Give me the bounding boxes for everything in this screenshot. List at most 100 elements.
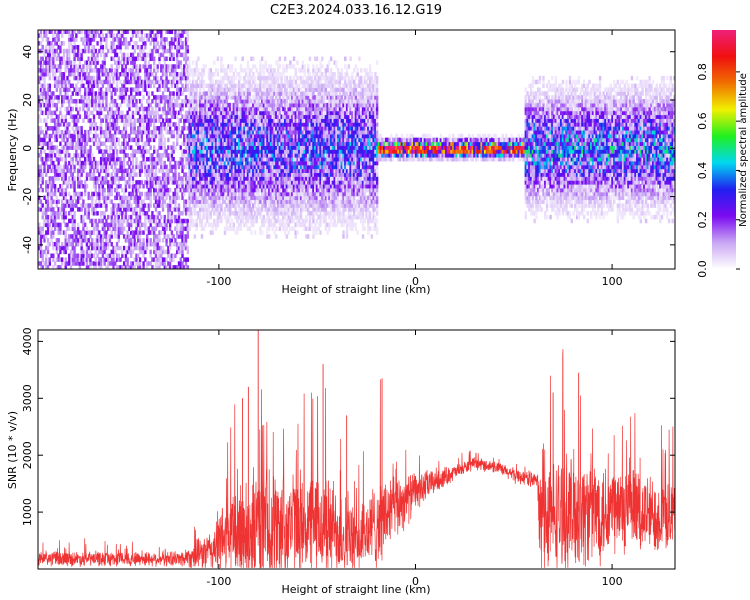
spectrogram-cell [82, 72, 85, 77]
spectrogram-cell [45, 199, 48, 204]
spectrogram-cell [163, 141, 166, 146]
spectrogram-cell [172, 214, 175, 220]
spectrogram-cell [153, 187, 156, 193]
spectrogram-cell [39, 91, 43, 96]
spectrogram-cell [53, 133, 57, 139]
spectrogram-cell [268, 160, 271, 166]
spectrogram-cell [45, 211, 48, 216]
spectrogram-cell [71, 118, 74, 123]
spectrogram-cell [114, 145, 117, 150]
spectrogram-cell [75, 83, 78, 89]
spectrogram-cell [46, 265, 50, 269]
spectrogram-cell [170, 114, 174, 119]
spectrogram-cell [85, 249, 89, 255]
spectrogram-cell [89, 64, 92, 69]
spectrogram-cell [128, 226, 131, 231]
spectrogram-cell [55, 56, 59, 62]
spectrogram-cell [137, 199, 140, 204]
spectrogram-cell [89, 156, 92, 162]
spectrogram-cell [237, 164, 241, 170]
spectrogram-cell [99, 44, 103, 50]
spectrogram-cell [206, 129, 209, 135]
spectrogram-cell [266, 207, 269, 212]
spectrogram-cell [122, 191, 126, 197]
spectrogram-cell [214, 164, 218, 170]
spectrogram-cell [211, 129, 214, 135]
spectrogram-cell [223, 214, 227, 220]
spectrogram-cell [188, 60, 191, 65]
spectrogram-cell [181, 261, 184, 266]
spectrogram-cell [53, 184, 57, 189]
spectrogram-cell [206, 207, 209, 212]
spectrogram-cell [168, 30, 172, 34]
spectrogram-cell [253, 102, 257, 108]
spectrogram-cell [48, 191, 51, 197]
spectrogram-cell [269, 110, 273, 116]
spectrogram-cell [131, 102, 135, 108]
spectrogram-cell [245, 207, 248, 212]
spectrogram-cell [165, 222, 168, 228]
spectrogram-cell [269, 164, 273, 170]
spectrogram-cell [142, 37, 145, 42]
spectrogram-cell [147, 99, 151, 104]
spectrogram-cell [246, 114, 250, 119]
spectrogram-cell [220, 126, 223, 131]
spectrogram-cell [259, 126, 262, 131]
spectrogram-cell [260, 207, 264, 212]
spectrogram-cell [130, 87, 133, 92]
spectrogram-cell [64, 222, 67, 228]
spectrogram-cell [110, 91, 113, 96]
spectrogram-cell [161, 68, 165, 73]
spectrogram-cell [246, 218, 250, 224]
spectrogram-cell [114, 48, 117, 54]
spectrogram-cell [199, 91, 202, 96]
spectrogram-cell [92, 122, 96, 127]
spectrogram-cell [89, 234, 92, 239]
spectrogram-cell [223, 195, 227, 201]
spectrogram-cell [184, 83, 188, 89]
spectrogram-cell [80, 137, 83, 143]
spectrogram-cell [174, 160, 177, 166]
spectrogram-cell [137, 214, 140, 220]
spectrogram-cell [245, 222, 248, 228]
spectrogram-cell [181, 218, 184, 224]
spectrogram-cell [66, 64, 69, 69]
spectrogram-cell [153, 203, 156, 208]
spectrogram-cell [84, 60, 87, 65]
spectrogram-cell [262, 184, 266, 189]
spectrogram-cell [246, 180, 250, 185]
spectrogram-cell [39, 153, 43, 158]
spectrogram-cell [260, 153, 264, 158]
spectrogram-cell [108, 102, 112, 108]
spectrogram-cell [170, 164, 174, 170]
spectrogram-cell [105, 160, 108, 166]
spectrogram-cell [167, 79, 170, 85]
spectrogram-cell [80, 218, 83, 224]
spectrogram-cell [76, 129, 80, 135]
spectrogram-cell [190, 168, 193, 174]
spectrogram-cell [119, 102, 122, 108]
spectrogram-cell [190, 133, 193, 139]
spectrogram-cell [248, 214, 251, 220]
spectrogram-cell [163, 68, 166, 73]
spectrogram-cell [186, 187, 189, 193]
spectrogram-cell [103, 203, 106, 208]
spectrogram-cell [264, 87, 267, 92]
spectrogram-cell [190, 195, 193, 201]
spectrogram-cell [98, 184, 101, 189]
spectrogram-cell [110, 261, 113, 266]
spectrogram-cell [181, 249, 184, 255]
spectrogram-cell [144, 41, 147, 46]
spectrogram-cell [206, 137, 209, 143]
spectrogram-cell [204, 156, 207, 162]
spectrogram-cell [176, 230, 179, 235]
spectrogram-cell [220, 83, 223, 89]
spectrogram-cell [99, 234, 103, 239]
spectrogram-cell [241, 106, 244, 112]
spectrogram-cell [223, 199, 227, 204]
spectrogram-cell [268, 91, 271, 96]
spectrogram-cell [167, 137, 170, 143]
spectrogram-cell [66, 91, 69, 96]
spectrogram-cell [266, 149, 269, 154]
